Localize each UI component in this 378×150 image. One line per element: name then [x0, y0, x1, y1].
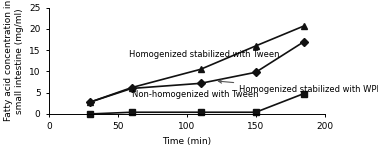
X-axis label: Time (min): Time (min): [162, 137, 211, 146]
Y-axis label: Fatty acid concentration in
small intestine (mg/ml): Fatty acid concentration in small intest…: [4, 0, 23, 122]
Text: Homogenized stabilized with Tween: Homogenized stabilized with Tween: [129, 50, 279, 59]
Text: Non-homogenized with Tween: Non-homogenized with Tween: [132, 90, 258, 99]
Text: Homogenized stabilized with WPI: Homogenized stabilized with WPI: [218, 80, 378, 94]
